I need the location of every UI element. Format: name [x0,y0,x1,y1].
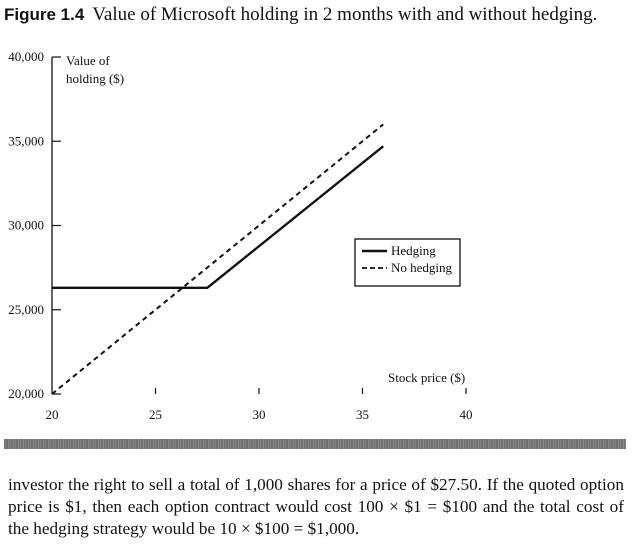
divider-band [4,439,626,449]
y-tick-label: 30,000 [8,218,44,233]
legend-label: No hedging [391,260,453,275]
legend-label: Hedging [391,243,436,258]
x-tick-label: 25 [149,407,162,422]
x-tick-label: 35 [356,407,369,422]
figure-number: Figure 1.4 [4,5,85,24]
legend: Hedging No hedging [354,238,461,287]
y-axis-label-line1: Value of [66,53,110,68]
y-tick-label: 35,000 [8,133,44,148]
legend-box [354,238,461,287]
x-tick-label: 30 [253,407,266,422]
ticks: 20,000 25,000 30,000 35,000 40,000 20 25 30 35 40 [8,49,472,422]
series-no-hedging [51,123,384,395]
x-tick-label: 20 [46,407,59,422]
y-tick-label: 25,000 [8,302,44,317]
body-paragraph: investor the right to sell a total of 1,… [8,475,624,538]
figure-title: Value of Microsoft holding in 2 months w… [92,4,598,25]
y-tick-label: 20,000 [8,386,44,401]
chart: 20,000 25,000 30,000 35,000 40,000 20 25 30 35 40… [8,49,472,422]
figure-caption: Figure 1.4 Value of Microsoft holding in … [4,4,630,26]
x-tick-label: 40 [460,407,473,422]
y-tick-label: 40,000 [8,49,44,64]
series-lines [51,123,384,395]
y-axis-label-line2: holding ($) [66,71,124,86]
x-axis-label: Stock price ($) [388,370,465,385]
series-hedging [52,145,384,289]
